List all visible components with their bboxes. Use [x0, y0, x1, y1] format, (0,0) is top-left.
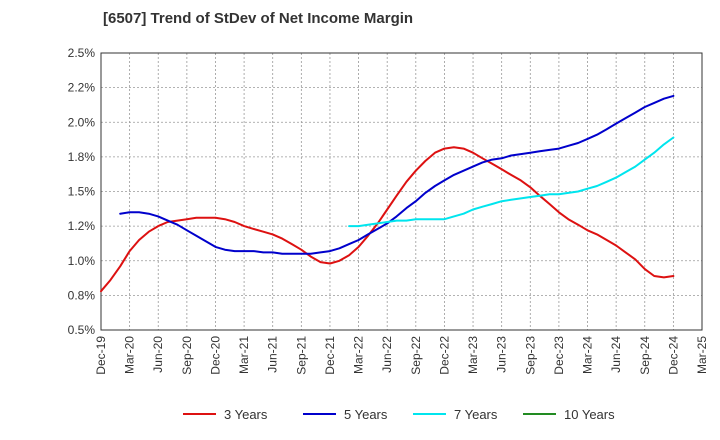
x-tick-label: Jun-22	[380, 336, 394, 373]
x-tick-label: Jun-20	[151, 336, 165, 373]
series-line-5-years	[119, 94, 675, 255]
x-tick-label: Mar-23	[466, 336, 480, 374]
y-tick-label: 1.8%	[68, 150, 96, 164]
x-tick-label: Dec-21	[323, 336, 337, 375]
x-tick-label: Dec-24	[666, 336, 680, 375]
legend-label-5-years: 5 Years	[344, 407, 388, 422]
y-tick-label: 2.5%	[68, 46, 96, 60]
x-tick-label: Jun-23	[495, 336, 509, 373]
y-tick-label: 0.8%	[68, 288, 96, 302]
y-tick-label: 1.0%	[68, 254, 96, 268]
chart-title: [6507] Trend of StDev of Net Income Marg…	[103, 10, 414, 27]
x-tick-label: Dec-19	[94, 336, 108, 375]
y-tick-label: 1.2%	[68, 219, 96, 233]
x-tick-label: Mar-20	[123, 336, 137, 374]
x-tick-label: Jun-24	[609, 336, 623, 373]
x-tick-label: Dec-22	[437, 336, 451, 375]
y-tick-label: 1.5%	[68, 185, 96, 199]
x-tick-label: Dec-23	[552, 336, 566, 375]
legend-label-7-years: 7 Years	[454, 407, 498, 422]
x-tick-label: Sep-23	[523, 336, 537, 375]
series-line-7-years	[348, 136, 675, 228]
x-tick-label: Sep-20	[180, 336, 194, 375]
x-tick-label: Dec-20	[208, 336, 222, 375]
x-tick-label: Sep-21	[294, 336, 308, 375]
x-tick-label: Mar-22	[352, 336, 366, 374]
legend-label-10-years: 10 Years	[564, 407, 615, 422]
y-tick-label: 2.0%	[68, 115, 96, 129]
plot-frame	[100, 52, 703, 331]
x-tick-label: Mar-21	[237, 336, 251, 374]
x-tick-label: Jun-21	[266, 336, 280, 373]
y-tick-label: 0.5%	[68, 323, 96, 337]
x-tick-label: Sep-22	[409, 336, 423, 375]
x-tick-label: Sep-24	[638, 336, 652, 375]
x-tick-label: Mar-25	[695, 336, 709, 374]
y-tick-label: 2.2%	[68, 81, 96, 95]
x-tick-label: Mar-24	[581, 336, 595, 374]
series-line-3-years	[100, 146, 675, 293]
legend-label-3-years: 3 Years	[224, 407, 268, 422]
